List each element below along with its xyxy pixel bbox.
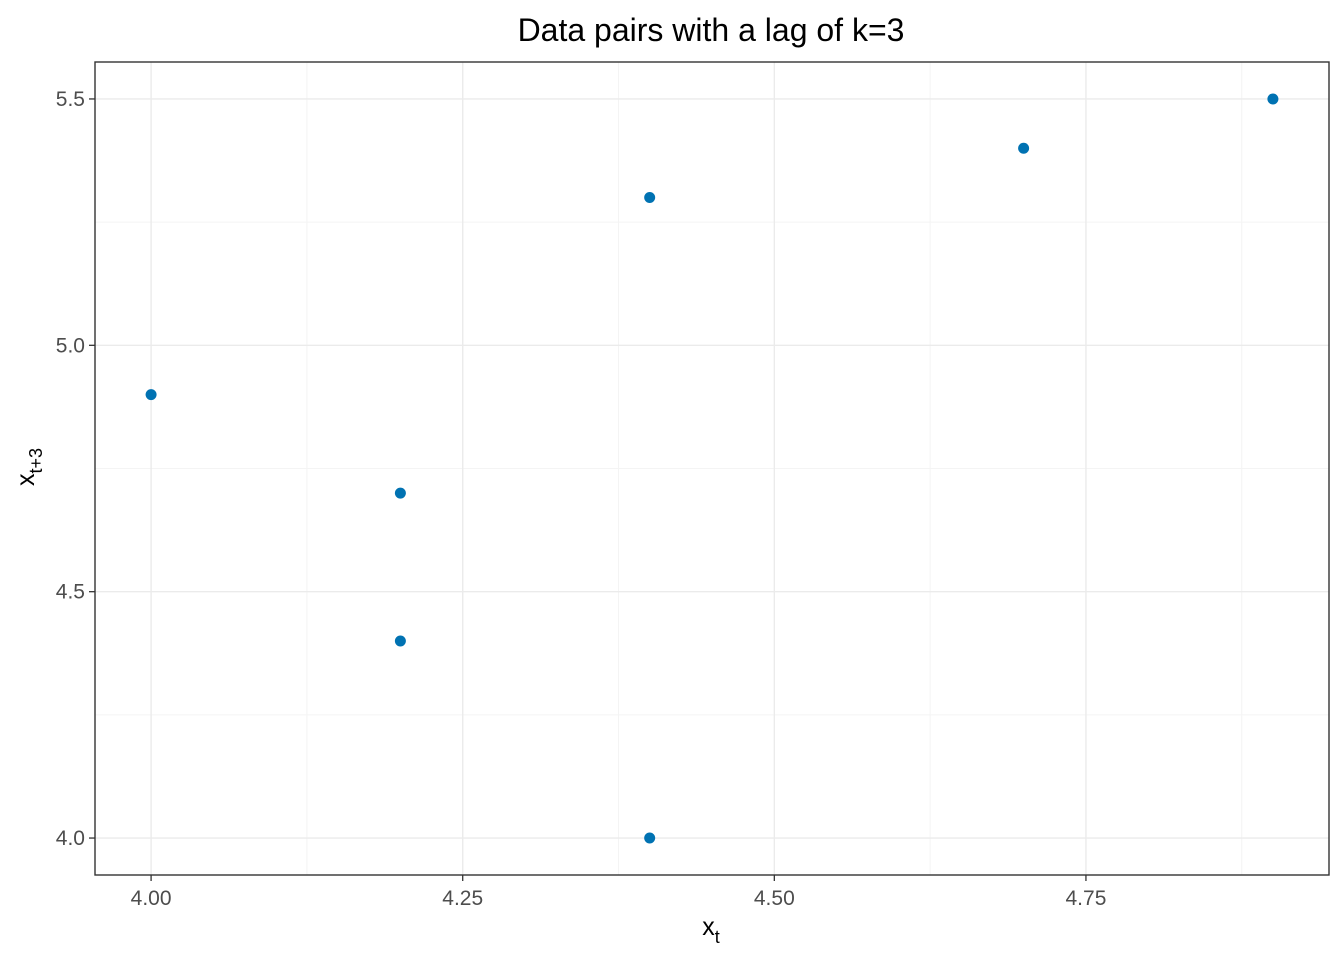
x-axis-label-subscript: t bbox=[715, 927, 720, 947]
chart-title: Data pairs with a lag of k=3 bbox=[518, 12, 905, 48]
x-tick-label: 4.00 bbox=[131, 887, 172, 910]
y-tick-label: 4.5 bbox=[56, 581, 85, 604]
x-axis-ticks: 4.00 4.25 4.50 4.75 bbox=[131, 875, 1107, 910]
x-axis-label-base: x bbox=[702, 913, 715, 941]
y-axis-label: xt+3 bbox=[12, 448, 46, 486]
panel-border bbox=[94, 61, 1330, 876]
data-point bbox=[644, 832, 656, 844]
y-tick-label: 4.0 bbox=[56, 827, 85, 850]
data-point bbox=[1018, 142, 1030, 154]
y-tick-label: 5.0 bbox=[56, 334, 85, 357]
x-tick-label: 4.75 bbox=[1066, 887, 1107, 910]
data-point bbox=[394, 635, 406, 647]
data-point bbox=[394, 487, 406, 499]
x-tick-label: 4.50 bbox=[754, 887, 795, 910]
minor-gridlines bbox=[95, 62, 1329, 875]
data-points bbox=[145, 93, 1279, 844]
x-tick-label: 4.25 bbox=[442, 887, 483, 910]
data-point bbox=[644, 192, 656, 203]
data-point bbox=[1267, 93, 1279, 105]
y-tick-label: 5.5 bbox=[56, 88, 85, 111]
y-axis-ticks: 4.0 4.5 5.0 5.5 bbox=[56, 88, 95, 850]
y-axis-label-subscript: t+3 bbox=[26, 448, 46, 474]
data-point bbox=[145, 389, 157, 401]
y-axis-label-base: x bbox=[12, 473, 40, 486]
x-axis-label: xt bbox=[702, 913, 720, 947]
major-gridlines bbox=[95, 62, 1329, 875]
